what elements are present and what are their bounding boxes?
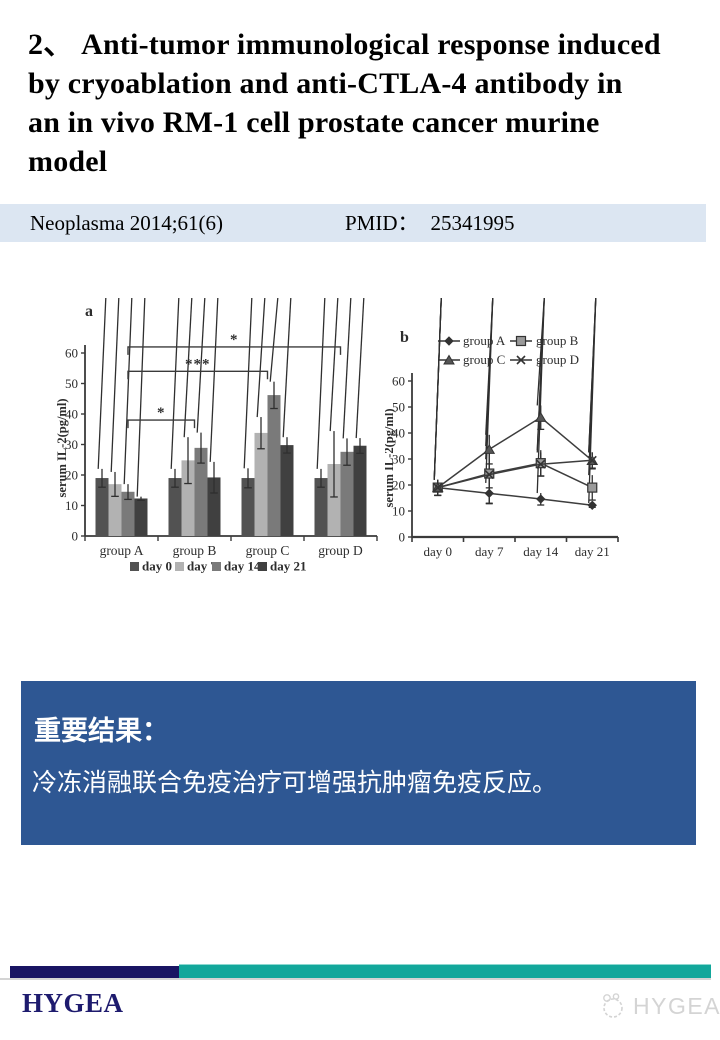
svg-text:day 21: day 21 — [270, 559, 306, 574]
svg-text:group C: group C — [246, 543, 290, 558]
svg-text:*: * — [157, 405, 166, 421]
bar-series-day-14 — [121, 395, 354, 536]
legend-item-group-C — [438, 354, 460, 365]
svg-text:0: 0 — [72, 529, 79, 544]
svg-text:a: a — [85, 303, 93, 320]
legend-swatch-day-0 — [130, 562, 139, 571]
figure-panel-b-line-chart: b group A group B group C group D 0 10 20 30 40 50… — [385, 298, 619, 559]
footer-teal-bar — [179, 964, 711, 978]
line-series-group-C — [431, 411, 599, 493]
title-line: model — [28, 145, 108, 178]
bar-series-day-0 — [95, 478, 328, 536]
svg-text:60: 60 — [392, 374, 405, 389]
footer-divider-line — [0, 978, 711, 980]
svg-text:group D: group D — [536, 352, 579, 367]
pmid-reference: PMID： 25341995 — [345, 204, 515, 242]
journal-reference: Neoplasma 2014;61(6) — [30, 211, 224, 235]
svg-text:20: 20 — [65, 468, 78, 483]
pmid-value: 25341995 — [430, 211, 515, 235]
bar-series-day-21 — [134, 445, 367, 536]
line-series-group-B — [432, 458, 598, 493]
svg-text:30: 30 — [392, 452, 405, 467]
svg-text:serum IL-2(pg/ml): serum IL-2(pg/ml) — [385, 409, 396, 508]
svg-text:60: 60 — [65, 346, 78, 361]
svg-text:b: b — [400, 329, 409, 346]
svg-text:40: 40 — [392, 426, 405, 441]
title-line: by cryoablation and anti-CTLA-4 antibody… — [28, 67, 623, 100]
key-result-box: 重要结果： 冷冻消融联合免疫治疗可增强抗肿瘤免疫反应。 — [21, 681, 696, 845]
svg-text:day 0: day 0 — [423, 544, 452, 559]
bar-series-day-7 — [108, 432, 341, 536]
pmid-label: PMID： — [345, 211, 419, 235]
svg-text:day 14: day 14 — [523, 544, 559, 559]
hygea-logo-text: HYGEA — [22, 988, 124, 1018]
legend-swatch-day-7 — [175, 562, 184, 571]
legend-item-group-D — [510, 355, 532, 365]
svg-text:group A: group A — [463, 333, 506, 348]
svg-text:group A: group A — [100, 543, 144, 558]
svg-text:group C: group C — [463, 352, 505, 367]
svg-text:day 0: day 0 — [142, 559, 172, 574]
result-heading: 重要结果： — [34, 716, 169, 747]
slide-title: 2、 Anti-tumor immunological response ind… — [28, 25, 698, 181]
svg-text:day 14: day 14 — [224, 559, 261, 574]
svg-text:day 21: day 21 — [575, 544, 610, 559]
figure-panel-a-bar-chart: a 0 10 20 30 40 50 60 serum IL-2(pg/ml) group A gr… — [55, 298, 378, 574]
svg-text:serum IL-2(pg/ml): serum IL-2(pg/ml) — [55, 399, 69, 498]
watermark-emblem-icon — [603, 993, 623, 1018]
result-body: 冷冻消融联合免疫治疗可增强抗肿瘤免疫反应。 — [32, 768, 558, 797]
line-series-group-A — [433, 482, 597, 510]
watermark-text: HYGEA — [633, 992, 720, 1019]
svg-text:day 7: day 7 — [187, 559, 217, 574]
svg-text:50: 50 — [65, 376, 78, 391]
svg-text:10: 10 — [392, 504, 405, 519]
citation-bar: Neoplasma 2014;61(6) PMID： 25341995 — [0, 204, 706, 242]
svg-text:group B: group B — [536, 333, 579, 348]
legend-item-group-A — [438, 336, 460, 346]
svg-text:30: 30 — [65, 437, 78, 452]
svg-text:group B: group B — [173, 543, 217, 558]
svg-text:day 7: day 7 — [475, 544, 504, 559]
svg-text:0: 0 — [399, 530, 406, 545]
legend-item-group-B — [510, 335, 532, 347]
svg-text:group D: group D — [318, 543, 363, 558]
title-line: 2、 Anti-tumor immunological response ind… — [28, 28, 661, 61]
title-line: an in vivo RM-1 cell prostate cancer mur… — [28, 106, 600, 139]
svg-text:40: 40 — [65, 407, 78, 422]
svg-text:***: *** — [185, 356, 211, 372]
watermark: HYGEA — [598, 992, 720, 1020]
footer-navy-bar — [10, 966, 179, 978]
svg-text:50: 50 — [392, 400, 405, 415]
legend-swatch-day-21 — [258, 562, 267, 571]
line-series-group-D — [433, 455, 597, 493]
legend-swatch-day-14 — [212, 562, 221, 571]
svg-text:20: 20 — [392, 478, 405, 493]
svg-text:10: 10 — [65, 498, 78, 513]
svg-text:*: * — [230, 332, 239, 348]
